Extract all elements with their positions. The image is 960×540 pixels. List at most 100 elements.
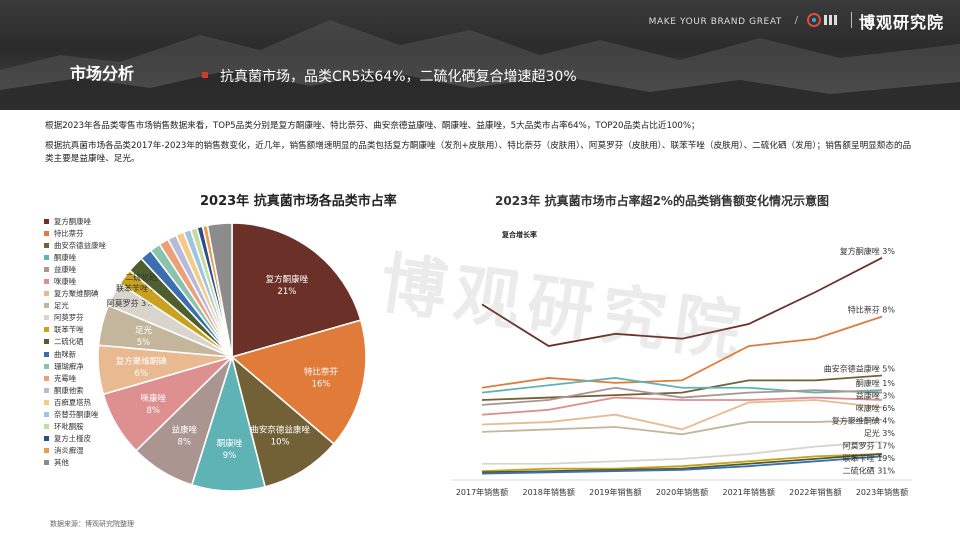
legend-swatch	[44, 230, 49, 236]
headline-bullet	[202, 72, 208, 78]
legend-item: 消炎癣湿	[44, 445, 106, 457]
brand-logo-icon	[807, 13, 837, 27]
legend-label: 特比萘芬	[54, 228, 84, 238]
legend-swatch	[44, 448, 49, 454]
legend-item: 特比萘芬	[44, 227, 106, 239]
series-line	[481, 455, 883, 475]
pie-slice-value: 16%	[312, 379, 331, 389]
series-line	[481, 396, 883, 416]
section-title: 市场分析	[70, 64, 135, 83]
legend-swatch	[44, 254, 49, 260]
legend-item: 其他	[44, 457, 106, 469]
pie-slice-label: 益康唑	[172, 425, 198, 436]
legend-swatch	[44, 460, 49, 466]
brand-divider	[851, 12, 852, 28]
paragraph-1: 根据2023年各品类零售市场销售数据来看，TOP5品类分别是复方酮康唑、特比萘芬…	[45, 121, 700, 131]
series-line	[481, 374, 883, 401]
legend-item: 酮康唑	[44, 251, 106, 263]
pie-slice-value: 8%	[147, 406, 161, 416]
legend-item: 咪康唑	[44, 275, 106, 287]
series-end-label: 联苯苄唑 19%	[843, 453, 896, 463]
legend-swatch	[44, 387, 49, 393]
legend-label: 消炎癣湿	[54, 446, 84, 456]
legend-label: 足光	[54, 301, 69, 311]
legend-label: 酮康唑	[54, 252, 77, 262]
mountain-backdrop	[0, 20, 960, 110]
legend-label: 奈替芬酮康唑	[54, 410, 99, 420]
legend-label: 其他	[54, 458, 69, 468]
legend-swatch	[44, 436, 49, 442]
series-end-label: 复方酮康唑 3%	[840, 246, 896, 256]
x-tick-label: 2022年销售额	[789, 487, 841, 497]
legend-swatch	[44, 327, 49, 333]
legend-item: 曲安奈德益康唑	[44, 239, 106, 251]
series-line	[481, 399, 883, 431]
pie-slice	[230, 319, 367, 446]
legend-item: 阿莫罗芬	[44, 312, 106, 324]
brand-name: 博观研究院	[858, 13, 944, 32]
legend-item: 益康唑	[44, 263, 106, 275]
line-chart-title: 2023年 抗真菌市场市占率超2%的品类销售额变化情况示意图	[495, 194, 829, 208]
pie-slice-label: 联苯苄唑 2%	[116, 283, 164, 293]
pie-slice	[206, 222, 233, 358]
series-end-label: 阿莫罗芬 17%	[843, 441, 896, 451]
legend-item: 奈替芬酮康唑	[44, 409, 106, 421]
pie-slice-label: 咪康唑	[141, 393, 167, 404]
legend-swatch	[44, 291, 49, 297]
legend-label: 联苯苄唑	[54, 325, 84, 335]
pie-chart-title: 2023年 抗真菌市场各品类市占率	[200, 194, 397, 209]
legend-label: 咪康唑	[54, 277, 77, 287]
pie-slice-label: 二硫化硒 2%	[125, 272, 173, 282]
legend-label: 百癣夏塔热	[54, 397, 91, 407]
header-banner: MAKE YOUR BRAND GREAT / 博观研究院 市场分析 抗真菌市场…	[0, 0, 960, 110]
legend-swatch	[44, 315, 49, 321]
x-tick-label: 2023年销售额	[856, 487, 908, 497]
legend-item: 联苯苄唑	[44, 324, 106, 336]
series-end-label: 益康唑 3%	[856, 391, 896, 401]
legend-swatch	[44, 218, 49, 224]
pie-slice-label: 复方酮康唑	[266, 274, 309, 285]
legend-label: 复方酮康唑	[54, 216, 91, 226]
pie-slice-label: 足光	[135, 325, 153, 336]
series-line	[481, 377, 883, 394]
series-line	[481, 418, 883, 436]
series-end-label: 特比萘芬 8%	[848, 305, 896, 315]
legend-swatch	[44, 399, 49, 405]
x-tick-label: 2020年销售额	[656, 487, 708, 497]
pie-slice-label: 酮康唑	[217, 438, 243, 449]
pie-slice-value: 21%	[277, 287, 296, 297]
brand-tagline: MAKE YOUR BRAND GREAT	[648, 17, 782, 27]
legend-item: 复方聚维酮碘	[44, 288, 106, 300]
series-end-label: 复方聚维酮碘 4%	[832, 416, 896, 426]
legend-swatch	[44, 351, 49, 357]
legend-item: 复方土槿皮	[44, 433, 106, 445]
legend-swatch	[44, 424, 49, 430]
legend-label: 二硫化硒	[54, 337, 84, 347]
headline: 抗真菌市场，品类CR5达64%，二硫化硒复合增速超30%	[220, 69, 577, 85]
legend-label: 复方土槿皮	[54, 434, 91, 444]
series-end-label: 曲安奈德益康唑 5%	[824, 363, 896, 373]
pie-slice-value: 9%	[223, 451, 237, 461]
pie-slice	[231, 222, 362, 359]
pie-legend: 复方酮康唑特比萘芬 曲安奈德益康唑 酮康唑 益康唑咪康唑 复方聚维酮碘 足光 阿莫罗芬 联苯苄…	[44, 215, 106, 469]
legend-label: 酮康他索	[54, 385, 84, 395]
legend-item: 酮康他索	[44, 384, 106, 396]
brand-separator: /	[794, 15, 798, 26]
legend-swatch	[44, 363, 49, 369]
x-tick-label: 2018年销售额	[522, 487, 574, 497]
paragraph-2: 根据抗真菌市场各品类2017年-2023年的销售数变化，近几年，销售额增速明显的…	[45, 141, 912, 164]
legend-swatch	[44, 279, 49, 285]
pie-slice-label: 阿莫罗芬 3%	[107, 298, 155, 308]
legend-swatch	[44, 303, 49, 309]
legend-item: 足光	[44, 300, 106, 312]
pie-slice-value: 5%	[137, 338, 151, 348]
data-source: 数据来源：博观研究院整理	[50, 520, 134, 528]
series-line	[482, 440, 883, 465]
series-end-label: 二硫化硒 31%	[843, 466, 896, 476]
pie-slice-label: 特比萘芬	[304, 366, 339, 377]
pie-slice-value: 6%	[135, 369, 149, 379]
series-line	[481, 453, 883, 472]
legend-swatch	[44, 375, 49, 381]
